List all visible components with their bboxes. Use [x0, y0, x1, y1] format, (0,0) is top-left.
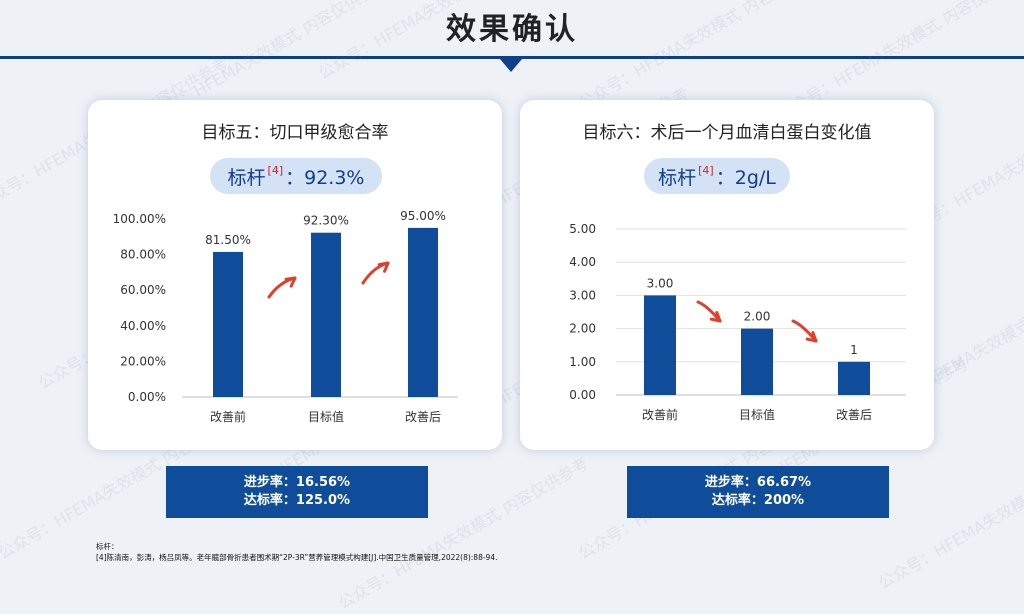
right-card-title: 目标六：术后一个月血清白蛋白变化值: [582, 123, 872, 143]
left-benchmark-badge: 标杆 [4] ：92.3%: [210, 158, 382, 194]
right-chart-bar: [838, 361, 870, 395]
left-chart-data-label: 92.30%: [303, 214, 349, 228]
left-progress-rate: 进步率：16.56%: [243, 475, 351, 490]
right-chart-y-tick-label: 3.00: [569, 288, 596, 302]
right-chart-y-tick-label: 0.00: [569, 388, 596, 402]
right-chart-category-label: 改善前: [642, 407, 678, 422]
left-chart-data-label: 81.50%: [205, 233, 251, 247]
left-benchmark-value: ：92.3%: [285, 166, 365, 189]
right-chart-data-label: 1: [850, 343, 858, 357]
left-chart-category-label: 改善前: [210, 409, 246, 424]
left-chart-y-tick-label: 0.00%: [128, 390, 166, 404]
right-chart-y-tick-label: 1.00: [569, 355, 596, 369]
right-chart-category-label: 目标值: [739, 407, 775, 422]
right-summary-box: 进步率：66.67% 达标率：200%: [627, 466, 889, 518]
right-chart-bar: [741, 328, 773, 395]
decrease-arrow-icon: [696, 300, 722, 323]
right-chart-bar: [644, 295, 676, 395]
left-card-title: 目标五：切口甲级愈合率: [201, 123, 389, 143]
left-chart-category-label: 改善后: [405, 409, 441, 424]
left-chart-category-label: 目标值: [308, 409, 344, 424]
left-chart-card: 目标五：切口甲级愈合率 标杆 [4] ：92.3% 0.00% 20.00% 40.00…: [88, 100, 502, 450]
left-chart-bar: [311, 232, 341, 397]
right-chart-y-tick-label: 5.00: [569, 222, 596, 236]
left-attainment-rate: 达标率：125.0%: [243, 493, 351, 508]
footnote-heading: 标杆：: [96, 542, 119, 551]
left-chart-bar: [213, 251, 243, 397]
right-chart-y-tick-label: 2.00: [569, 322, 596, 336]
right-chart-category-label: 改善后: [836, 407, 872, 422]
left-chart-y-tick-label: 20.00%: [120, 354, 166, 368]
right-chart-card: 目标六：术后一个月血清白蛋白变化值 标杆 [4] ：2g/L 0.00 1.00 2.0…: [520, 100, 934, 450]
right-attainment-rate: 达标率：200%: [711, 493, 805, 508]
decrease-arrow-icon: [791, 319, 818, 343]
left-chart-y-tick-label: 100.00%: [113, 212, 166, 226]
right-benchmark-value: ：2g/L: [715, 166, 776, 189]
left-summary-box: 进步率：16.56% 达标率：125.0%: [166, 466, 428, 518]
left-benchmark-ref: [4]: [267, 163, 284, 177]
page-title: 效果确认: [446, 12, 578, 47]
left-bar-chart: 0.00% 20.00% 40.00% 60.00% 80.00% 100.00% 81.5…: [113, 209, 458, 424]
title-underline: [0, 56, 1024, 59]
right-benchmark-ref: [4]: [698, 163, 714, 177]
right-progress-rate: 进步率：66.67%: [704, 475, 812, 490]
right-benchmark-badge: 标杆 [4] ：2g/L: [644, 158, 790, 194]
left-benchmark-label: 标杆: [227, 166, 266, 189]
right-chart-data-label: 3.00: [647, 276, 674, 290]
right-chart-y-tick-label: 4.00: [569, 255, 596, 269]
right-benchmark-label: 标杆: [658, 166, 697, 189]
left-chart-y-tick-label: 40.00%: [120, 319, 166, 333]
watermark-text: 公众号：HFEMA失效模式 内容仅供参考: [875, 434, 1024, 593]
right-chart-data-label: 2.00: [744, 310, 771, 324]
left-chart-y-tick-label: 60.00%: [120, 283, 166, 297]
right-bar-chart: 0.00 1.00 2.00 3.00 4.00 5.00 3.00 改善前 2.00 目标值 1 改…: [569, 222, 906, 422]
left-chart-data-label: 95.00%: [400, 209, 446, 223]
improve-arrow-icon: [361, 261, 390, 285]
footnote-reference: [4]陈清南，彭涛，杨吕凤等。老年髋部骨折患者围术期“2P-3R”营养管理模式构…: [96, 553, 498, 562]
left-chart-bar: [408, 227, 438, 397]
left-chart-y-tick-label: 80.00%: [120, 248, 166, 262]
footnote: 标杆： [4]陈清南，彭涛，杨吕凤等。老年髋部骨折患者围术期“2P-3R”营养管…: [96, 541, 497, 563]
title-notch: [500, 59, 522, 72]
improve-arrow-icon: [267, 276, 297, 299]
